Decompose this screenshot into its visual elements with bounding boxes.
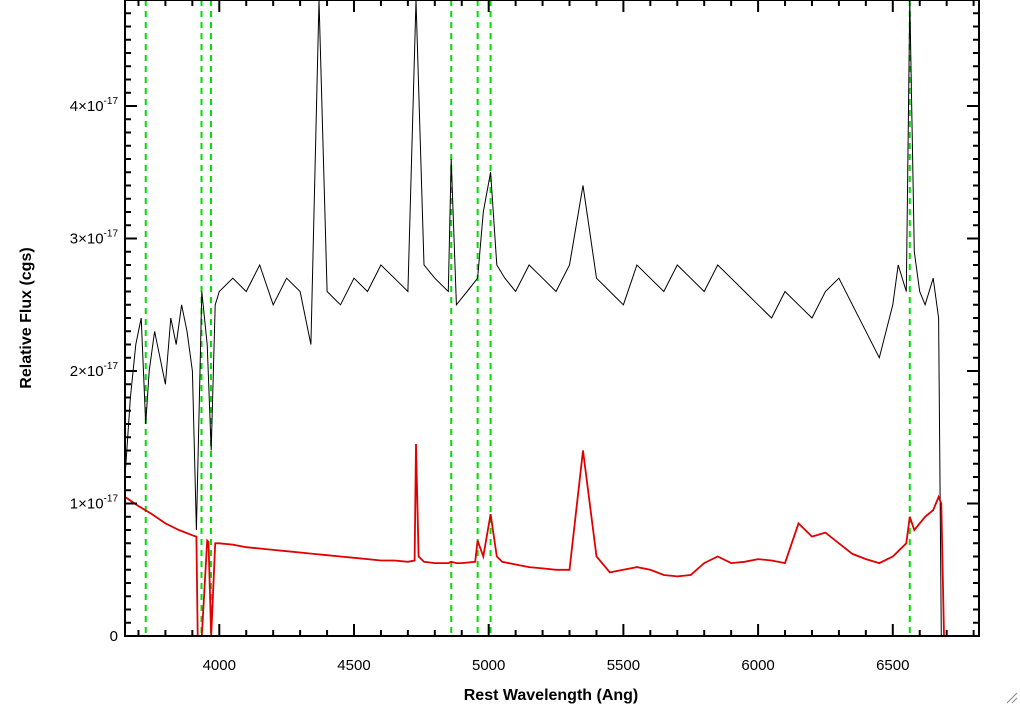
x-axis-title: Rest Wavelength (Ang) xyxy=(464,687,639,704)
observed-spectrum-line xyxy=(125,0,942,636)
x-tick-label: 5000 xyxy=(472,657,505,674)
emission-line-markers xyxy=(144,0,911,636)
y-tick-label: 1×10-17 xyxy=(70,494,119,513)
x-tick-label: 6000 xyxy=(741,657,774,674)
plot-frame xyxy=(124,0,980,637)
y-tick-label: 4×10-17 xyxy=(70,96,119,115)
x-axis: 4000 4500 5000 5500 6000 6500 xyxy=(137,0,975,674)
y-tick-label: 2×10-17 xyxy=(70,361,119,380)
y-tick-label: 0 xyxy=(110,628,118,645)
y-tick-label: 3×10-17 xyxy=(70,229,119,248)
spectrum-series xyxy=(125,0,979,636)
x-tick-label: 4000 xyxy=(203,657,236,674)
y-axis-title: Relative Flux (cgs) xyxy=(18,247,35,388)
x-tick-label: 5500 xyxy=(607,657,640,674)
resize-grip-icon[interactable] xyxy=(1004,690,1018,704)
x-tick-label: 6500 xyxy=(876,657,909,674)
x-tick-label: 4500 xyxy=(337,657,370,674)
model-spectrum-line xyxy=(125,443,979,636)
y-axis: 0 1×10-17 2×10-17 3×10-17 4×10-17 xyxy=(70,0,979,645)
